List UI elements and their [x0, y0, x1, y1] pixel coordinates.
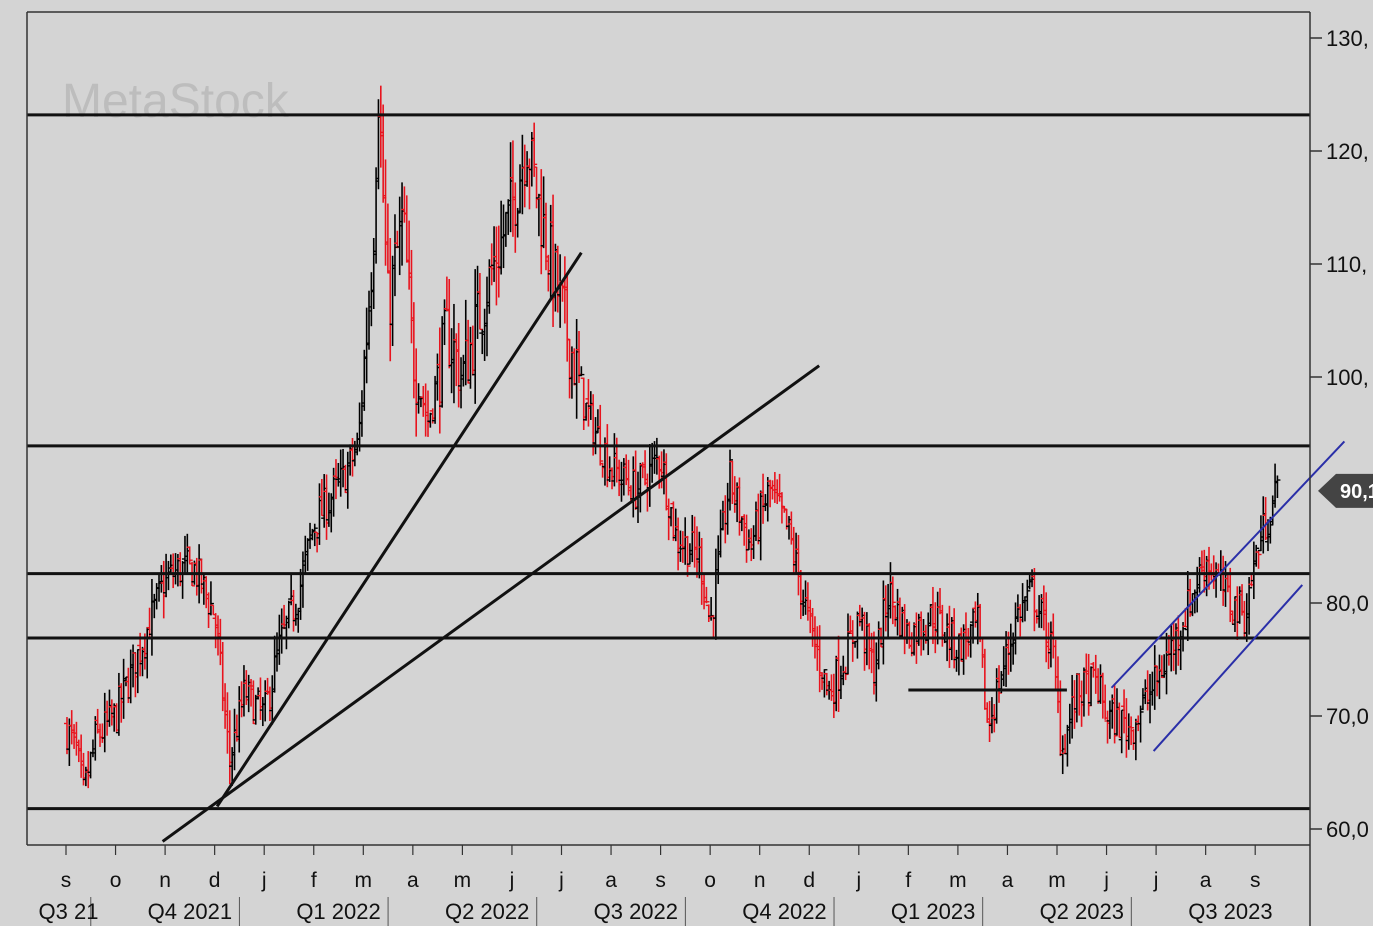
last-price-label: 90,1 — [1340, 481, 1373, 503]
price-channel — [1110, 440, 1346, 752]
last-price-tag: 90,1 — [1318, 473, 1373, 508]
y-tick-label: 120, — [1326, 139, 1369, 164]
price-bar — [186, 546, 193, 564]
price-bar — [1253, 544, 1260, 567]
month-label: d — [209, 869, 221, 892]
quarter-label: Q1 2022 — [296, 899, 380, 924]
price-bar — [207, 581, 214, 616]
price-bar — [996, 665, 1003, 703]
quarter-label: Q3 2022 — [594, 899, 678, 924]
month-label: d — [803, 869, 815, 892]
month-label: n — [754, 869, 766, 892]
price-bar — [703, 586, 710, 604]
price-bar — [889, 576, 896, 625]
price-bar — [1255, 550, 1262, 569]
watermark-text: MetaStock — [62, 75, 290, 128]
channel-line — [1152, 584, 1304, 752]
month-label: s — [655, 869, 666, 892]
month-label: f — [311, 869, 317, 892]
month-label: m — [454, 869, 472, 892]
month-label: j — [261, 869, 267, 892]
price-bar — [1246, 576, 1253, 635]
y-tick-label: 60,0 — [1326, 817, 1369, 842]
y-tick-label: 130, — [1326, 26, 1369, 51]
month-label: s — [61, 869, 72, 892]
price-bar — [1024, 579, 1031, 611]
price-bar — [531, 122, 538, 177]
trendline — [215, 251, 583, 808]
month-label: o — [704, 869, 716, 892]
month-label: j — [1103, 869, 1109, 892]
trendline — [161, 364, 821, 843]
quarter-label: Q3 2023 — [1188, 899, 1272, 924]
price-bar — [1137, 705, 1144, 743]
month-label: j — [558, 869, 564, 892]
quarter-label: Q2 2022 — [445, 899, 529, 924]
month-label: m — [355, 869, 373, 892]
time-axis: s o n d j f m a m j j a s o n d j f m a m j j a s Q3 21 Q4 2021 Q1 … — [39, 845, 1273, 926]
y-tick-label: 70,0 — [1326, 704, 1369, 729]
plot-frame — [26, 11, 1311, 926]
month-label: m — [949, 869, 967, 892]
month-label: n — [159, 869, 171, 892]
price-bar — [1274, 475, 1281, 499]
month-label: j — [509, 869, 515, 892]
price-bar — [727, 449, 734, 511]
month-label: s — [1250, 869, 1261, 892]
price-bar — [578, 366, 585, 377]
month-label: f — [905, 869, 911, 892]
support-resistance-lines — [27, 113, 1310, 811]
quarter-label: Q4 2022 — [742, 899, 826, 924]
month-label: j — [1153, 869, 1159, 892]
trendlines — [161, 251, 1067, 843]
quarter-label: Q2 2023 — [1040, 899, 1124, 924]
month-label: j — [855, 869, 861, 892]
month-label: a — [605, 869, 617, 892]
price-bars — [63, 85, 1281, 789]
y-tick-label: 100, — [1326, 365, 1369, 390]
y-tick-label: 80,0 — [1326, 591, 1369, 616]
quarter-label: Q1 2023 — [891, 899, 975, 924]
quarter-label: Q4 2021 — [148, 899, 232, 924]
price-axis: 130, 120, 110, 100, 80,0 70,0 60,0 — [1310, 26, 1369, 842]
month-label: a — [1200, 869, 1212, 892]
channel-line — [1110, 440, 1346, 689]
quarter-label: Q3 21 — [39, 899, 99, 924]
month-label: m — [1048, 869, 1066, 892]
last-price-badge — [1318, 473, 1373, 508]
month-label: o — [110, 869, 122, 892]
y-tick-label: 110, — [1326, 252, 1367, 277]
month-label: a — [407, 869, 419, 892]
month-label: a — [1002, 869, 1014, 892]
price-bar — [597, 404, 604, 466]
price-bar — [684, 535, 691, 577]
price-bar — [476, 272, 483, 331]
